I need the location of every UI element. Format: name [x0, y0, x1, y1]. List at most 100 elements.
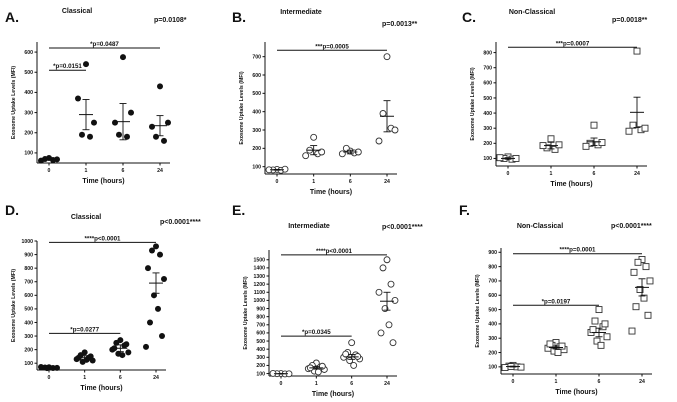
- x-tick-label: 6: [349, 179, 352, 185]
- y-tick-label: 600: [252, 73, 261, 79]
- data-point: [116, 131, 122, 138]
- y-tick-label: 900: [24, 252, 33, 258]
- data-point: [595, 306, 603, 314]
- y-axis-label: Exosome Uptake Levels (MFI): [470, 67, 476, 140]
- y-tick-label: 500: [252, 91, 261, 97]
- significance-label: *p=0.0345: [302, 329, 331, 336]
- y-tick-label: 500: [488, 307, 497, 313]
- panel-e: E. Intermediate p<0.0001**** 100 200 300 400 50…: [232, 202, 423, 398]
- y-tick-label: 900: [256, 306, 265, 312]
- overall-p-value: p=0.0108*: [154, 17, 187, 24]
- y-tick-label: 300: [252, 128, 261, 134]
- x-tick-label: 1: [85, 168, 88, 174]
- data-point: [314, 368, 322, 376]
- data-point: [634, 258, 642, 266]
- significance-label: ***p=0.0007: [556, 40, 590, 47]
- y-tick-label: 200: [24, 131, 33, 137]
- y-tick-label: 400: [24, 320, 33, 326]
- significance-label: ****p=0.0001: [560, 247, 597, 254]
- data-point: [161, 137, 167, 144]
- significance-label: ***p=0.0005: [315, 43, 349, 50]
- panel-f: F. Non-Classical p<0.0001**** 100 200 300 400 5…: [459, 202, 654, 396]
- y-tick-label: 300: [256, 355, 265, 361]
- data-point: [640, 294, 648, 302]
- significance-label: ****p<0.0001: [85, 235, 122, 242]
- panel-title: Classical: [71, 214, 101, 221]
- y-axis-label: Exosome Uptake Levels (MFI): [239, 71, 245, 144]
- y-tick-label: 100: [24, 151, 33, 157]
- panel-b: B. Intermediate p=0.0013** 100 200 300 400 500 6…: [232, 9, 417, 196]
- data-point: [551, 145, 559, 153]
- data-point: [633, 47, 641, 55]
- data-point: [558, 342, 566, 350]
- y-tick-label: 800: [24, 266, 33, 272]
- data-point: [112, 119, 118, 126]
- overall-p-value: p<0.0001****: [160, 219, 201, 226]
- data-point: [153, 243, 159, 250]
- x-tick-label: 24: [634, 171, 640, 177]
- data-point: [119, 352, 126, 359]
- data-point: [157, 83, 163, 90]
- data-point: [38, 364, 44, 371]
- y-tick-label: 100: [252, 164, 261, 170]
- y-tick-label: 300: [24, 334, 33, 340]
- panel-title: Non-Classical: [509, 9, 555, 16]
- panel-letter: E.: [232, 202, 245, 218]
- x-tick-label: 1: [312, 179, 315, 185]
- data-point: [644, 311, 652, 319]
- y-tick-label: 800: [256, 314, 265, 320]
- x-tick-label: 0: [48, 168, 51, 174]
- data-point: [128, 109, 134, 116]
- x-tick-label: 24: [153, 375, 159, 381]
- data-point: [646, 277, 654, 285]
- data-point: [379, 264, 387, 272]
- data-point: [120, 54, 126, 61]
- data-point: [554, 349, 562, 356]
- x-tick-label: 24: [157, 168, 163, 174]
- overall-p-value: p<0.0001****: [611, 223, 652, 230]
- significance-label: *p=0.0487: [90, 41, 119, 48]
- y-tick-label: 700: [488, 279, 497, 285]
- y-tick-label: 600: [24, 50, 33, 56]
- data-point: [149, 123, 155, 130]
- y-tick-label: 1500: [253, 258, 265, 264]
- data-point: [91, 119, 97, 126]
- data-point: [375, 137, 383, 145]
- data-point: [157, 251, 163, 258]
- y-tick-label: 600: [483, 81, 492, 87]
- x-tick-label: 0: [280, 381, 283, 387]
- y-tick-label: 400: [488, 322, 497, 328]
- data-point: [54, 364, 60, 371]
- data-point: [149, 247, 155, 254]
- data-point: [377, 329, 385, 337]
- data-point: [625, 127, 633, 135]
- data-point: [151, 292, 157, 299]
- x-axis-label: Time (hours): [80, 385, 122, 392]
- panel-title: Non-Classical: [517, 223, 563, 230]
- y-tick-label: 1000: [253, 298, 265, 304]
- y-tick-label: 300: [24, 110, 33, 116]
- data-point: [153, 133, 159, 140]
- data-point: [342, 350, 350, 358]
- panel-letter: C.: [462, 9, 476, 25]
- overall-p-value: p=0.0018**: [612, 17, 647, 24]
- x-tick-label: 6: [122, 168, 125, 174]
- data-point: [598, 139, 606, 147]
- significance-label: *p=0.0277: [70, 326, 99, 333]
- data-point: [385, 321, 393, 329]
- data-point: [145, 265, 151, 272]
- data-point: [630, 268, 638, 276]
- data-point: [389, 339, 397, 347]
- data-point: [582, 142, 590, 150]
- panel-letter: D.: [5, 202, 19, 218]
- y-tick-label: 400: [24, 90, 33, 96]
- y-tick-label: 800: [483, 50, 492, 56]
- data-point: [383, 256, 391, 264]
- data-point: [636, 286, 644, 293]
- data-point: [387, 280, 395, 288]
- data-point: [159, 333, 165, 340]
- data-point: [641, 124, 649, 132]
- y-tick-label: 1300: [253, 274, 265, 280]
- y-tick-label: 1000: [21, 239, 33, 245]
